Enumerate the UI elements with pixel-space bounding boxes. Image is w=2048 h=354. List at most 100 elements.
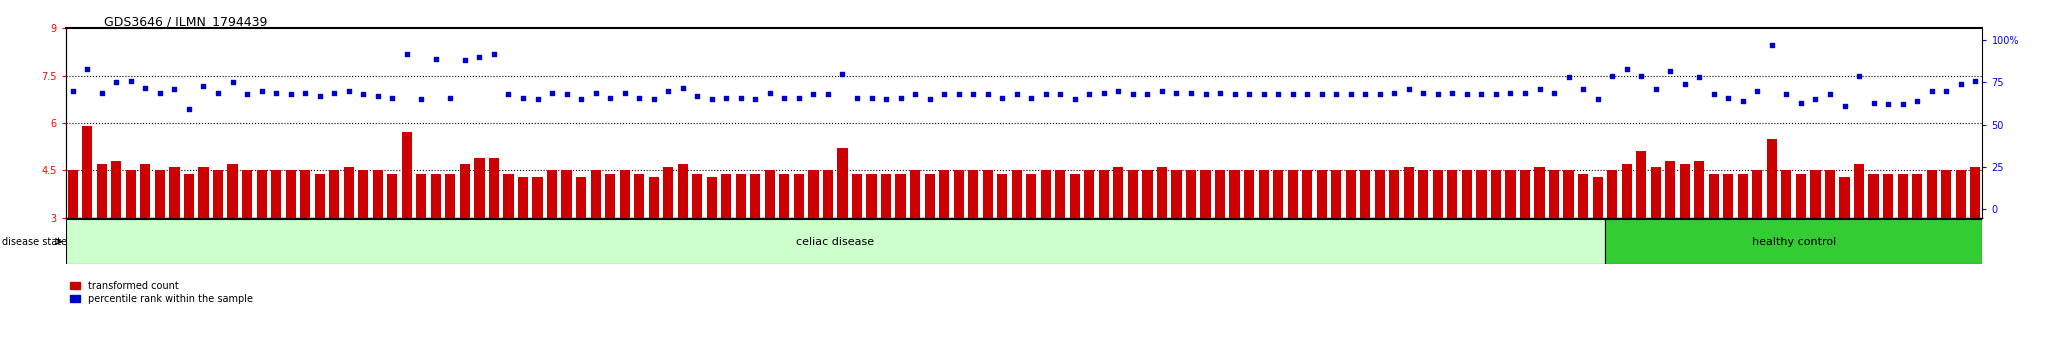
Bar (692, 173, 702, 218)
Point (303, 93, 336, 99)
Point (449, 58, 481, 63)
Point (1130, 91, 1163, 97)
Bar (1548, 170, 1559, 218)
Bar (1331, 170, 1341, 218)
Bar (1520, 170, 1530, 218)
Point (1610, 66, 1642, 72)
Bar (1651, 167, 1661, 218)
Point (1524, 86, 1556, 92)
Bar (940, 170, 948, 218)
Point (57, 88, 90, 94)
Point (797, 91, 829, 97)
Point (246, 88, 279, 94)
Point (1364, 91, 1397, 97)
Bar (1303, 170, 1313, 218)
Point (1290, 91, 1323, 97)
Point (72, 66, 104, 72)
Bar (461, 164, 469, 218)
Point (1567, 86, 1599, 92)
Point (86, 90, 119, 96)
Bar (678, 164, 688, 218)
Point (346, 91, 379, 97)
Point (1624, 73, 1657, 79)
Bar (1636, 152, 1647, 218)
Point (1190, 91, 1223, 97)
Point (1450, 91, 1483, 97)
Point (899, 91, 932, 97)
Bar (1448, 170, 1458, 218)
Bar (111, 161, 121, 218)
Bar (444, 173, 455, 218)
Point (1815, 91, 1847, 97)
Point (1886, 102, 1919, 107)
Bar (315, 173, 326, 218)
Point (1059, 97, 1092, 102)
Bar (1593, 177, 1604, 218)
Bar (1360, 170, 1370, 218)
Bar (1128, 170, 1139, 218)
Bar (895, 173, 905, 218)
Point (1726, 98, 1759, 104)
Bar (1579, 173, 1587, 218)
Point (971, 91, 1004, 97)
Point (1116, 91, 1149, 97)
Bar (1767, 139, 1778, 218)
Bar (141, 164, 150, 218)
Bar (1665, 161, 1675, 218)
Bar (1722, 173, 1733, 218)
Bar (1229, 170, 1239, 218)
Point (956, 91, 989, 97)
Bar (1143, 170, 1153, 218)
Bar (866, 173, 877, 218)
Point (856, 95, 889, 101)
Point (1638, 86, 1671, 92)
Point (913, 97, 946, 102)
Point (1102, 88, 1135, 94)
Bar (1243, 170, 1253, 218)
Bar (1274, 170, 1284, 218)
Bar (1679, 164, 1690, 218)
Point (506, 95, 539, 101)
Point (1335, 91, 1368, 97)
Point (1016, 95, 1049, 101)
Bar (68, 170, 78, 218)
Point (186, 83, 219, 88)
Bar (1853, 164, 1864, 218)
Point (608, 90, 641, 96)
Point (289, 90, 322, 96)
Point (885, 95, 918, 101)
Point (1305, 91, 1337, 97)
Bar (881, 173, 891, 218)
Bar (1970, 167, 1980, 218)
Bar (475, 158, 485, 218)
Bar (621, 170, 629, 218)
Bar (1012, 170, 1022, 218)
Bar (707, 177, 717, 218)
Point (1219, 91, 1251, 97)
Bar (1200, 170, 1210, 218)
Bar (1403, 167, 1413, 218)
Bar (1753, 170, 1763, 218)
Bar (575, 177, 586, 218)
Point (580, 90, 612, 96)
Text: GDS3646 / ILMN_1794439: GDS3646 / ILMN_1794439 (104, 15, 266, 28)
Bar (227, 164, 238, 218)
Point (1378, 90, 1411, 96)
Bar (301, 170, 309, 218)
Point (100, 80, 133, 85)
Bar (489, 158, 500, 218)
Point (1538, 90, 1571, 96)
Point (1552, 75, 1585, 80)
Point (840, 95, 872, 101)
Point (1872, 102, 1905, 107)
Point (1262, 91, 1294, 97)
Point (985, 95, 1018, 101)
Bar (242, 170, 252, 218)
Point (739, 97, 772, 102)
Point (143, 90, 176, 96)
Point (1393, 86, 1425, 92)
Point (594, 95, 627, 101)
Point (637, 97, 670, 102)
Bar (1434, 170, 1444, 218)
Bar (199, 167, 209, 218)
